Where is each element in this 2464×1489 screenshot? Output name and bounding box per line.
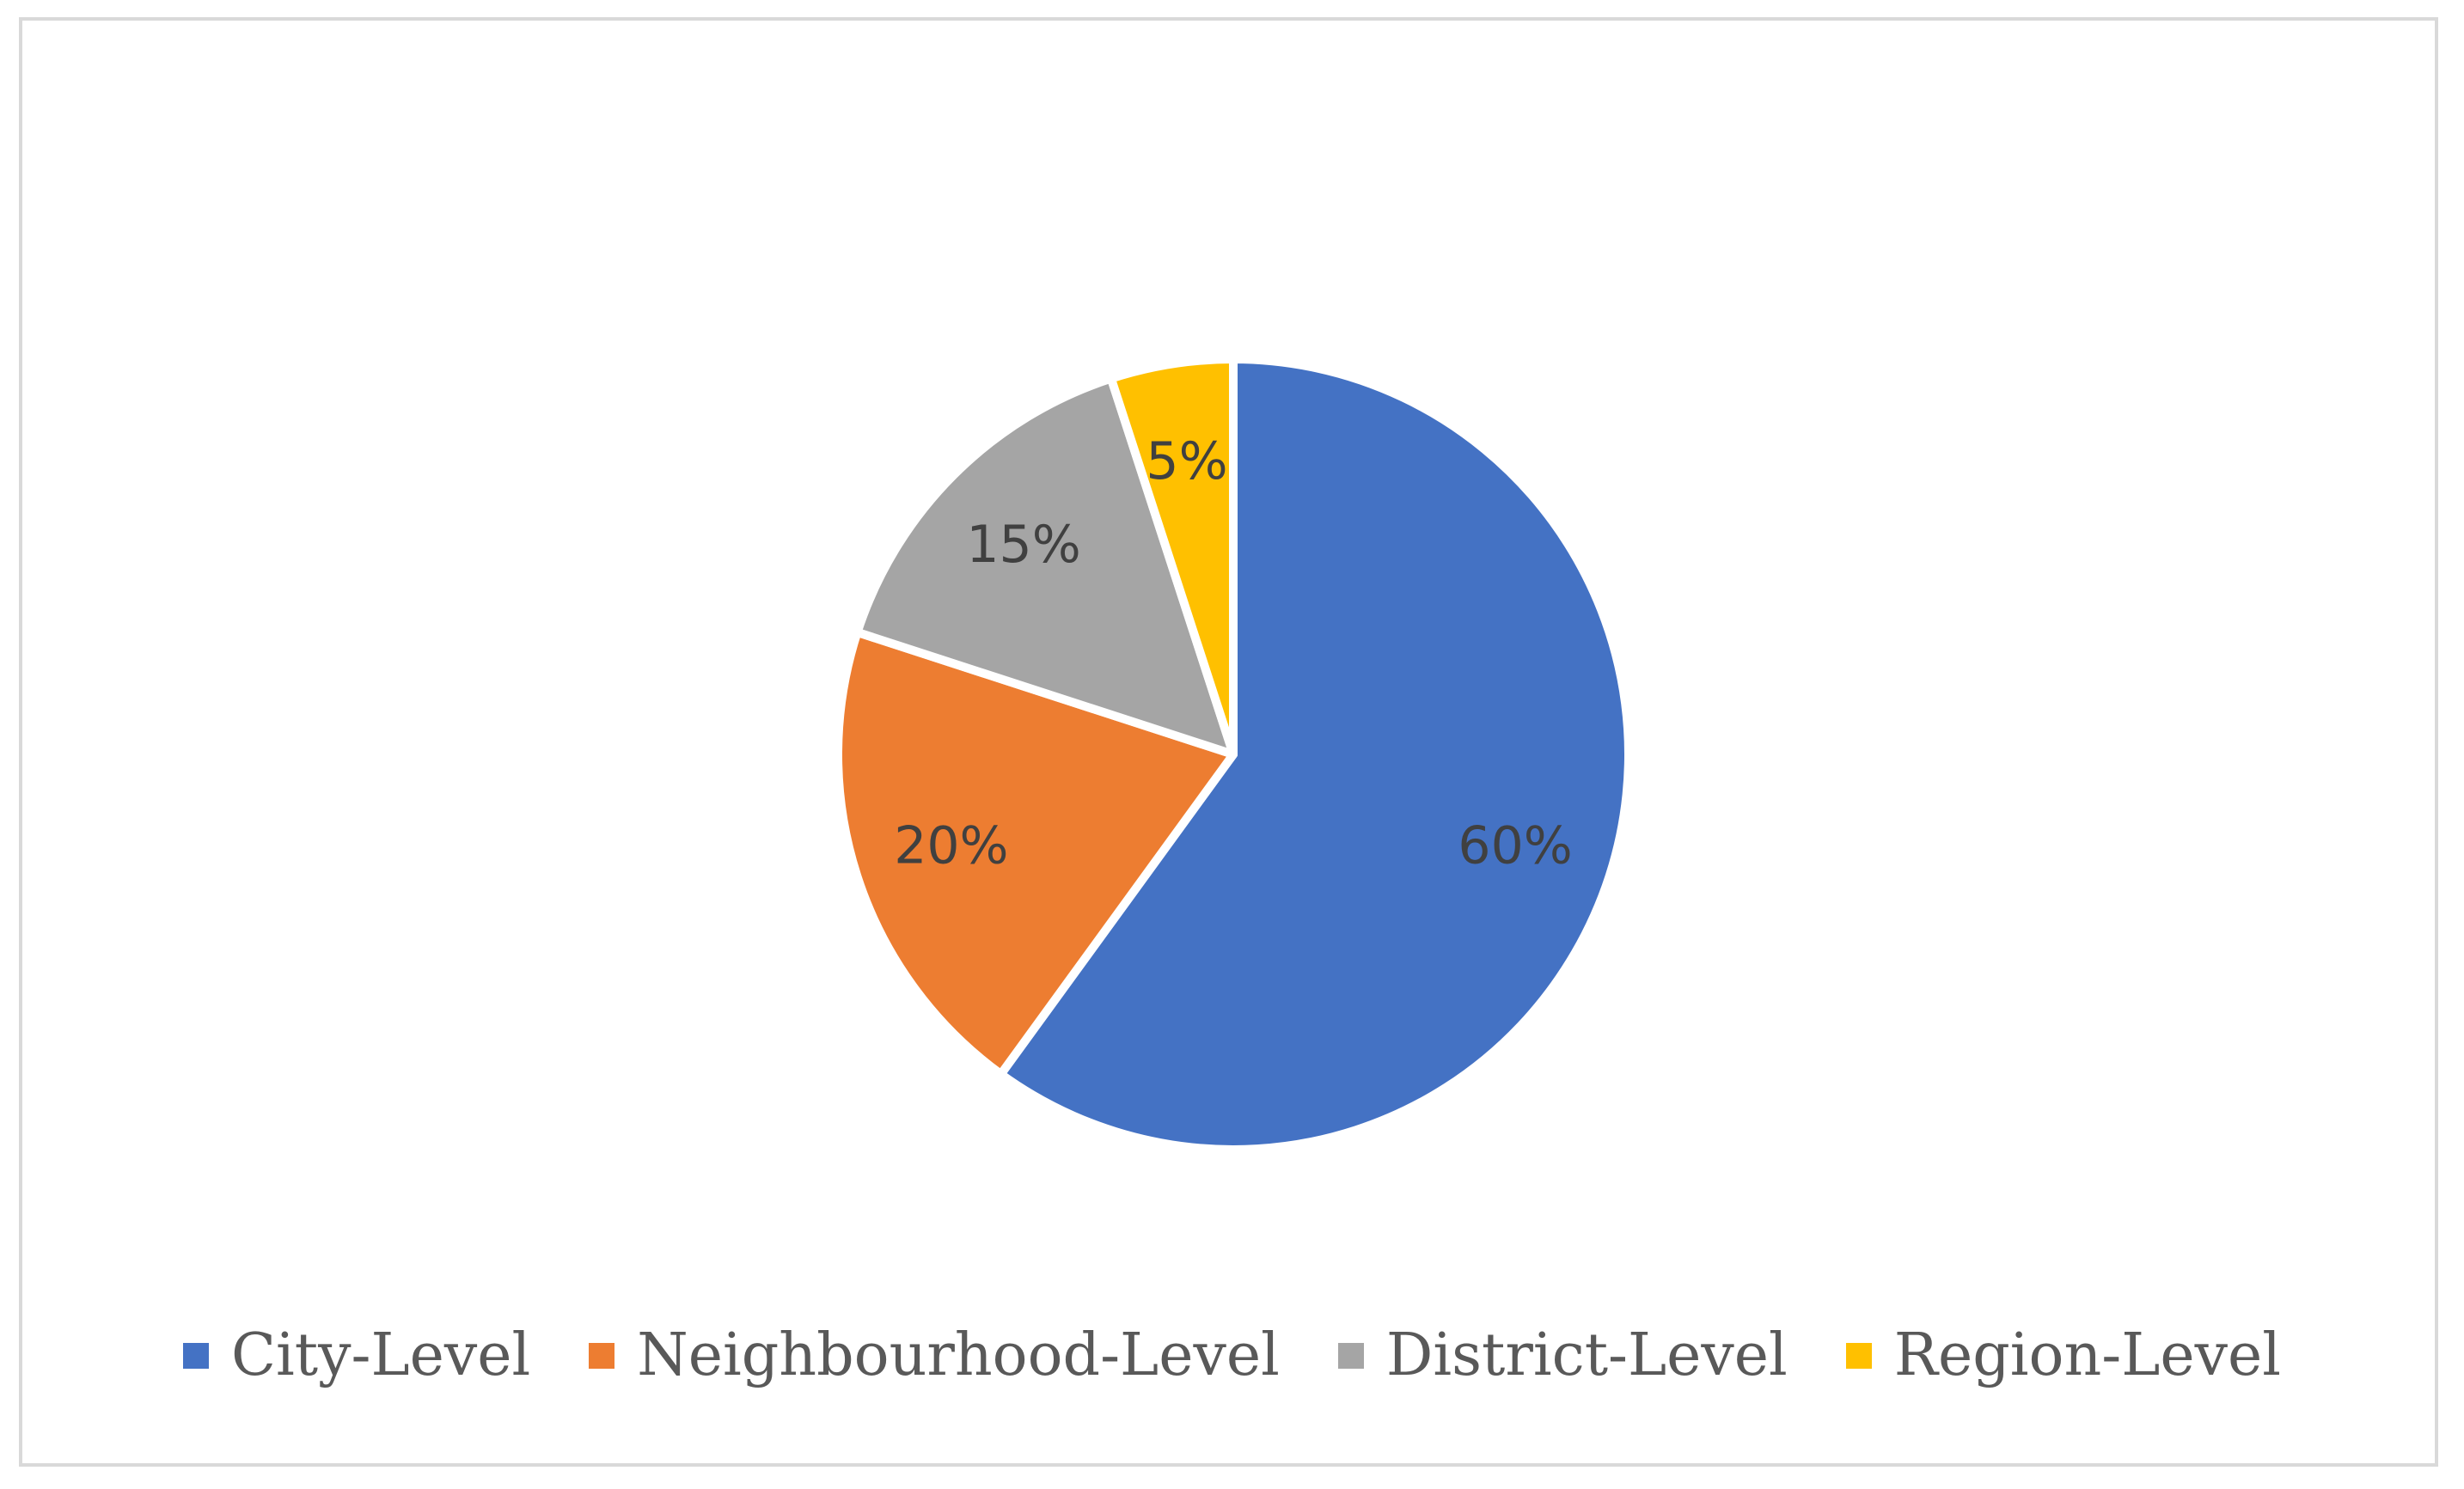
legend-label-region-level: Region-Level (1893, 1321, 2282, 1389)
legend-item-region-level[interactable]: Region-Level (1845, 1321, 2282, 1389)
legend-item-city-level[interactable]: City-Level (182, 1321, 531, 1389)
pie-data-labels: 60% 20% 15% 5% (894, 431, 1573, 876)
pie-slice-region-level[interactable] (1106, 355, 1238, 759)
legend-label-city-level: City-Level (230, 1321, 531, 1389)
legend-swatch-neighbourhood-level (589, 1342, 615, 1369)
data-label-city-level: 60% (1458, 816, 1572, 876)
legend-label-neighbourhood-level: Neighbourhood-Level (637, 1321, 1280, 1389)
data-label-region-level: 5% (1146, 431, 1227, 491)
pie-slice-neighbourhood-level[interactable] (834, 627, 1238, 1079)
chart-legend: City-Level Neighbourhood-Level District-… (0, 1321, 2464, 1389)
legend-swatch-district-level (1337, 1342, 1364, 1369)
legend-item-district-level[interactable]: District-Level (1337, 1321, 1788, 1389)
legend-label-district-level: District-Level (1385, 1321, 1788, 1389)
data-label-neighbourhood-level: 20% (894, 816, 1008, 876)
pie-slices (834, 355, 1633, 1154)
pie-slice-city-level[interactable] (996, 355, 1633, 1154)
data-label-district-level: 15% (966, 515, 1080, 575)
legend-item-neighbourhood-level[interactable]: Neighbourhood-Level (589, 1321, 1280, 1389)
legend-swatch-city-level (182, 1342, 209, 1369)
legend-swatch-region-level (1845, 1342, 1872, 1369)
